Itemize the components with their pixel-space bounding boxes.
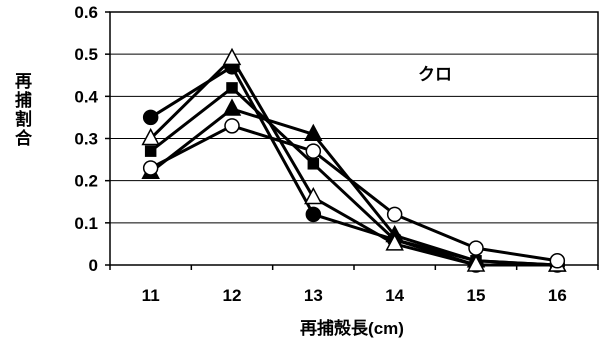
data-point-filled-circle [305,206,322,223]
x-axis-ticks: 11 12 13 14 15 16 [109,265,599,305]
data-point-open-triangle [222,47,242,66]
series-filled-circle [142,59,566,273]
data-point-open-triangle [385,233,404,251]
data-point-open-circle [386,206,403,223]
data-point-open-circle [305,143,322,159]
series-line [149,86,558,267]
series-group [141,47,567,273]
series-line [149,124,558,263]
data-point-open-circle [142,160,159,176]
series-filled-square [144,82,564,271]
y-tick-label: 0.6 [74,3,98,22]
series-line [149,56,558,267]
data-point-filled-square [144,145,157,157]
data-point-filled-triangle [304,123,323,142]
y-tick-label: 0.1 [74,214,98,233]
data-point-open-triangle [466,254,486,272]
series-open-triangle [141,47,567,272]
x-axis-label: 再捕殻長(cm) [300,318,404,338]
y-tick-label: 0 [89,256,98,275]
data-point-filled-square [226,82,238,94]
y-tick-label: 0.5 [74,45,98,64]
y-tick-label: 0.3 [74,130,98,149]
data-point-filled-triangle [222,98,242,116]
data-point-open-triangle [141,127,160,146]
series-filled-triangle [141,98,567,272]
y-tick-label: 0.2 [74,172,98,191]
data-point-open-circle [224,118,240,134]
data-point-open-circle [549,253,566,269]
data-point-filled-circle [142,109,159,126]
x-tick-label: 11 [142,286,160,305]
data-point-filled-square [307,158,320,170]
data-point-open-triangle [304,186,323,205]
y-tick-label: 0.4 [74,87,98,106]
y-axis-label: 再捕割合 [11,72,31,148]
x-tick-label: 14 [385,286,404,305]
series-open-circle [142,118,566,269]
data-point-open-circle [468,240,484,256]
x-tick-label: 16 [548,286,567,305]
gridlines [110,53,598,224]
chart-annotation: クロ [418,65,452,84]
series-line [149,107,558,267]
x-tick-label: 13 [304,286,323,305]
x-tick-label: 15 [467,286,486,305]
x-tick-label: 12 [223,286,242,305]
y-axis-ticks: 0 0.1 0.2 0.3 0.4 0.5 0.6 [74,3,110,275]
